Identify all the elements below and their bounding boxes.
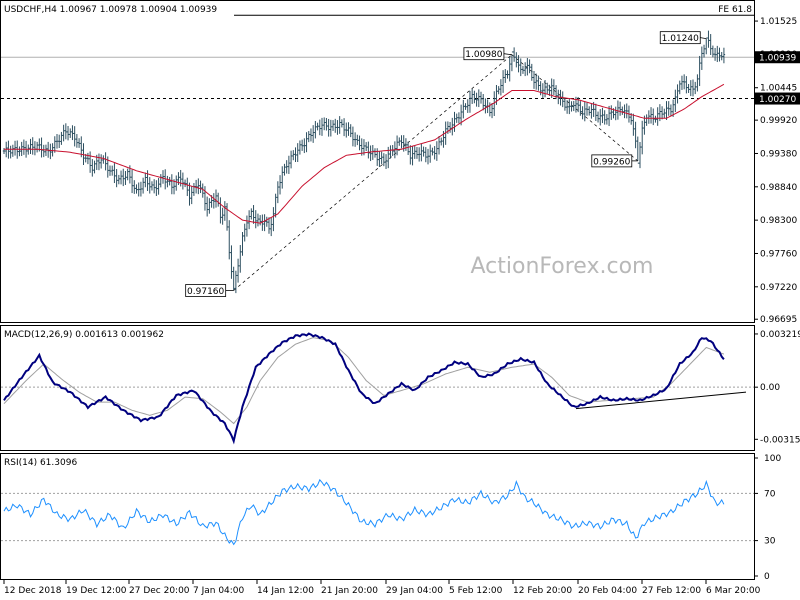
trendline bbox=[233, 54, 513, 291]
price-y-tick-label: 0.99380 bbox=[760, 149, 797, 159]
x-tick-label: 29 Jan 04:00 bbox=[386, 586, 443, 596]
annotation-label: 0.97160 bbox=[187, 287, 224, 297]
macd-y-tick-label: 0.00 bbox=[760, 383, 780, 393]
watermark: ActionForex.com bbox=[471, 254, 654, 279]
price-y-tick-label: 1.00445 bbox=[760, 84, 797, 94]
price-badge bbox=[755, 92, 800, 105]
price-y-tick-label: 0.99920 bbox=[760, 116, 797, 126]
price-panel-header: USDCHF,H4 1.00967 1.00978 1.00904 1.0093… bbox=[4, 5, 217, 15]
price-y-tick-label: 0.98300 bbox=[760, 216, 797, 226]
price-y-tick-label: 0.98840 bbox=[760, 183, 797, 193]
macd-panel-header: MACD(12,26,9) 0.001613 0.001962 bbox=[4, 330, 164, 340]
rsi-y-tick-label: 100 bbox=[764, 454, 781, 464]
annotation-box bbox=[463, 47, 505, 61]
annotation-box bbox=[185, 284, 227, 297]
x-tick-label: 21 Jan 20:00 bbox=[321, 586, 378, 596]
x-tick-label: 27 Feb 12:00 bbox=[642, 586, 701, 596]
macd-trendline bbox=[575, 391, 747, 410]
moving-average-line bbox=[4, 83, 725, 224]
rsi-panel-frame bbox=[0, 453, 755, 580]
x-tick-label: 14 Jan 12:00 bbox=[257, 586, 314, 596]
macd-panel-frame bbox=[0, 325, 755, 451]
annotation-box bbox=[591, 154, 633, 168]
macd-y-tick-label: 0.003219 bbox=[760, 330, 800, 340]
price-y-tick-label: 1.01525 bbox=[760, 17, 797, 27]
price-badge-label: 1.00270 bbox=[759, 95, 796, 105]
annotation-label: 1.01240 bbox=[662, 34, 699, 44]
macd-signal-line bbox=[3, 337, 725, 425]
price-badge bbox=[755, 51, 800, 64]
x-tick-label: 27 Dec 20:00 bbox=[129, 586, 190, 596]
macd-series-layer bbox=[1, 332, 754, 445]
x-tick-label: 5 Feb 12:00 bbox=[449, 586, 503, 596]
price-y-tick-label: 0.96695 bbox=[760, 315, 797, 325]
x-tick-label: 20 Feb 04:00 bbox=[578, 586, 637, 596]
rsi-y-tick-label: 0 bbox=[764, 572, 770, 582]
x-tick-label: 12 Feb 20:00 bbox=[513, 586, 572, 596]
annotation-box bbox=[659, 31, 701, 45]
level-label: FE 61.8 bbox=[718, 5, 752, 15]
x-tick-label: 19 Dec 12:00 bbox=[66, 586, 127, 596]
rsi-panel-header: RSI(14) 61.3096 bbox=[4, 458, 77, 468]
macd-y-tick-label: -0.003153 bbox=[760, 435, 800, 445]
price-y-tick-label: 0.97220 bbox=[760, 283, 797, 293]
x-tick-label: 7 Jan 04:00 bbox=[193, 586, 245, 596]
macd-line bbox=[3, 332, 725, 445]
x-tick-label: 6 Mar 20:00 bbox=[706, 586, 761, 596]
annotation-leader bbox=[700, 37, 707, 40]
annotation-label: 1.00980 bbox=[465, 50, 502, 60]
x-tick-label: 12 Dec 2018 bbox=[4, 586, 62, 596]
rsi-line bbox=[3, 478, 725, 546]
annotation-leader bbox=[503, 53, 512, 56]
price-badge-label: 1.00939 bbox=[759, 54, 796, 64]
price-series-layer: FE 61.8 0.97160 1.00980 0.99260 1.01240 bbox=[1, 5, 754, 297]
axis-layer: 1.015251.009901.004450.999200.993800.988… bbox=[3, 17, 800, 596]
rsi-y-tick-label: 70 bbox=[764, 489, 776, 499]
rsi-series-layer bbox=[1, 478, 754, 546]
price-y-tick-label: 0.97760 bbox=[760, 249, 797, 259]
rsi-y-tick-label: 30 bbox=[764, 537, 776, 547]
annotation-label: 0.99260 bbox=[593, 157, 630, 167]
